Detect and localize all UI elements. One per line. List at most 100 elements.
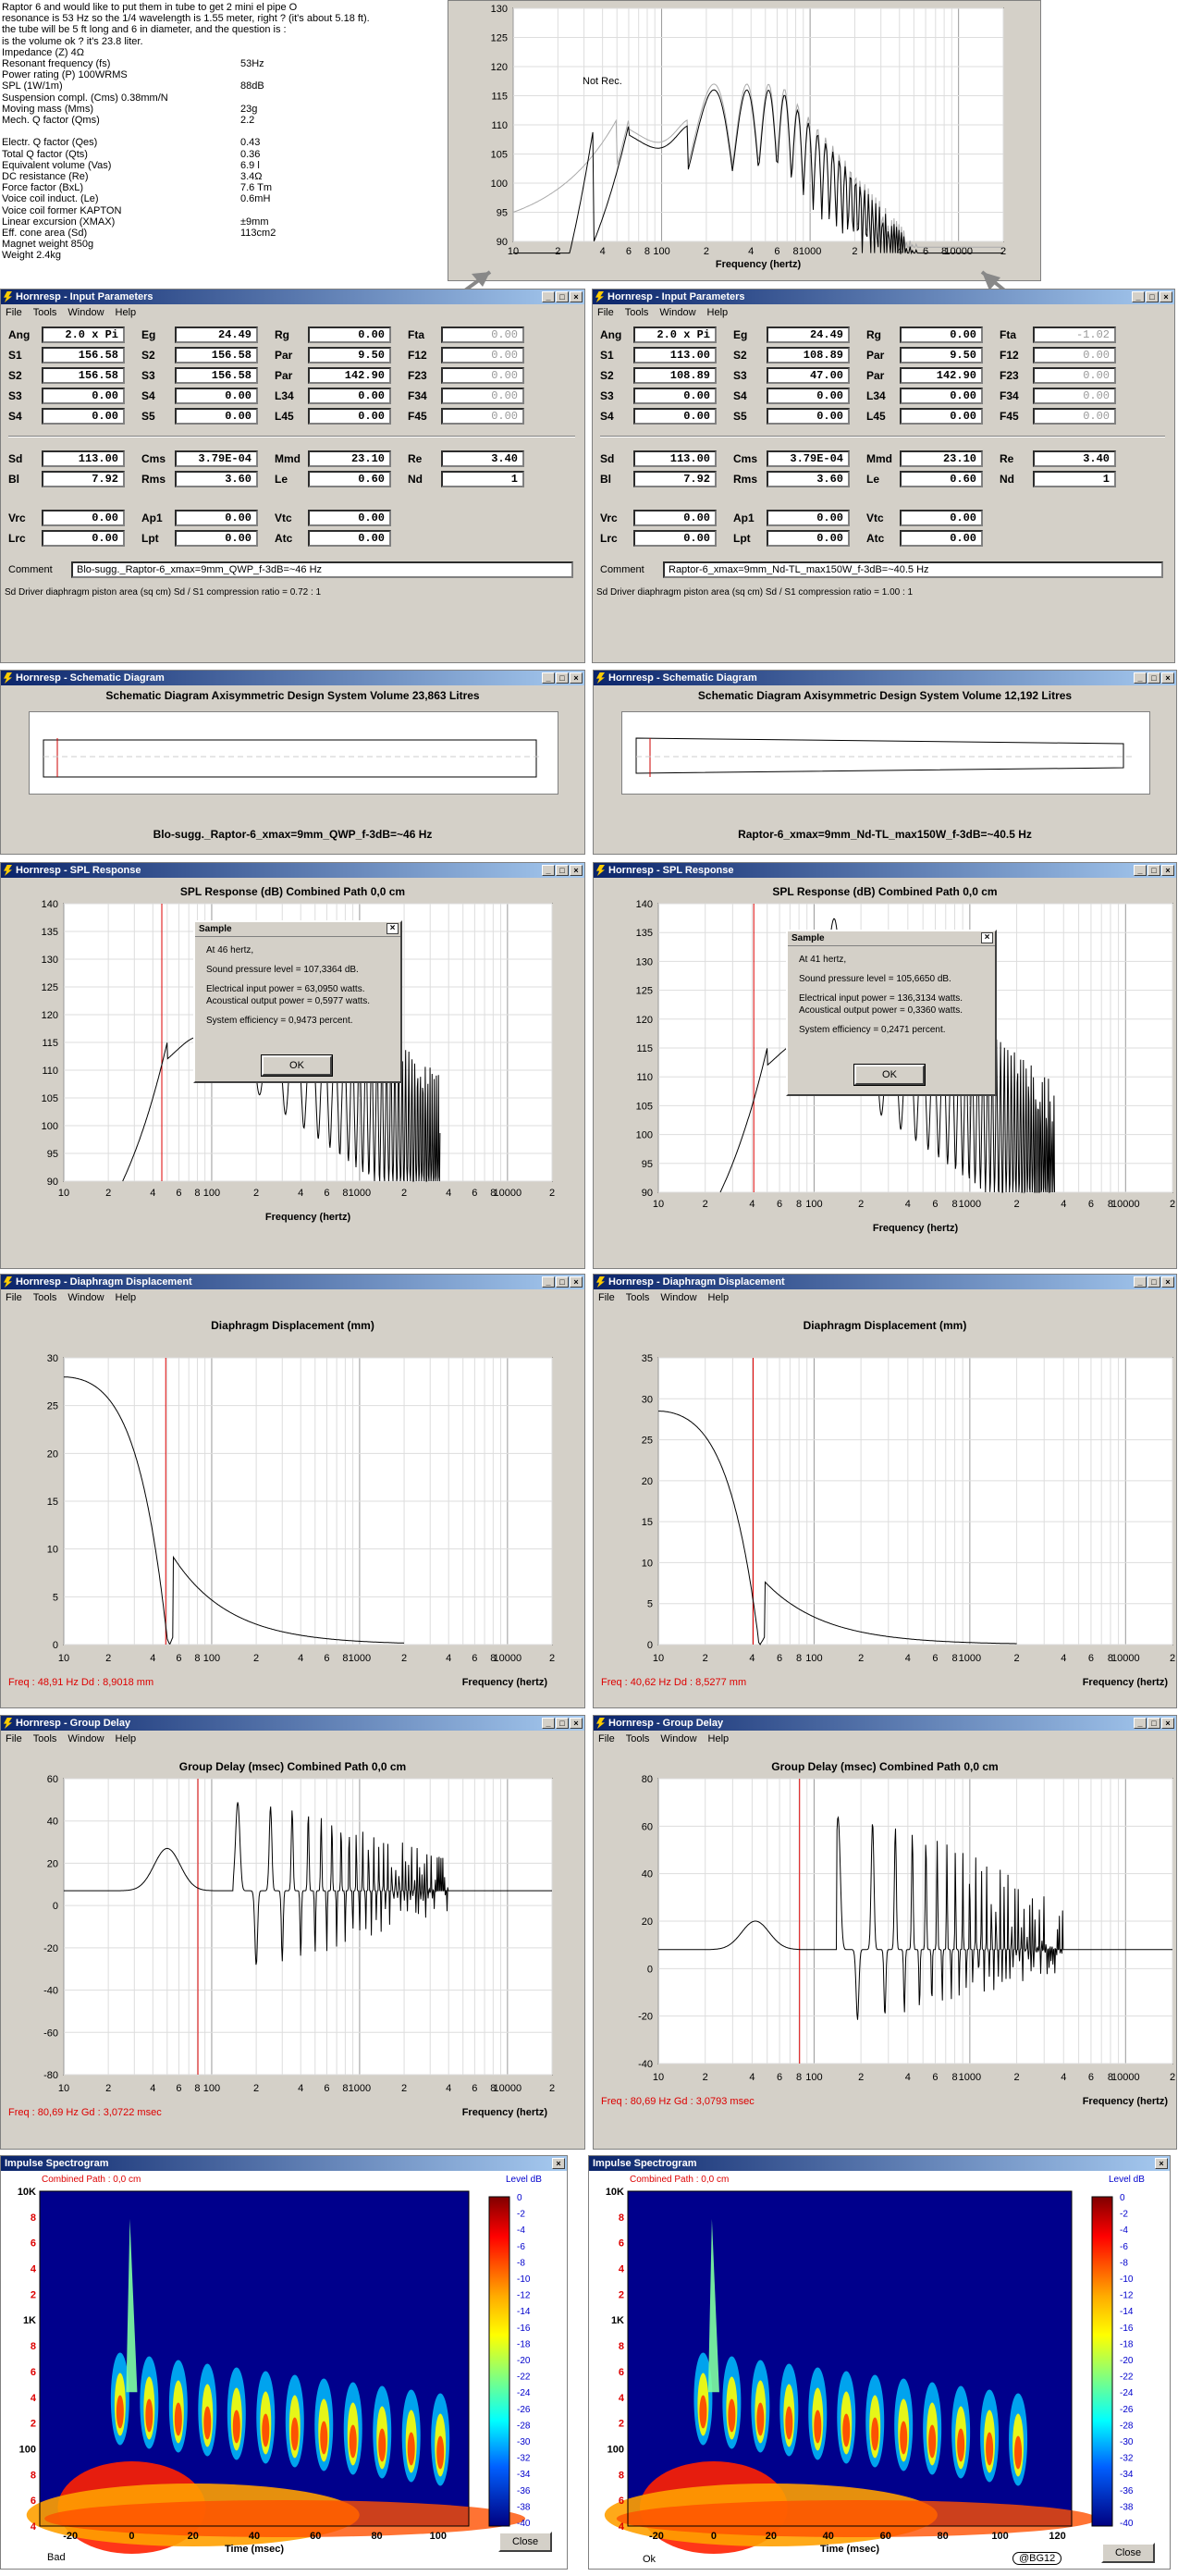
- param-input[interactable]: 0.00: [175, 388, 258, 404]
- menu-item-file[interactable]: File: [6, 307, 22, 318]
- close-icon[interactable]: ×: [570, 1718, 583, 1729]
- window-titlebar[interactable]: Impulse Spectrogram ×: [1, 2156, 567, 2171]
- param-input[interactable]: 3.40: [441, 450, 524, 467]
- param-input[interactable]: 108.89: [767, 347, 850, 364]
- window-titlebar[interactable]: Impulse Spectrogram ×: [589, 2156, 1170, 2171]
- param-input[interactable]: 2.0 x Pi: [42, 327, 125, 343]
- param-input[interactable]: 0.00: [1033, 347, 1116, 364]
- window-titlebar[interactable]: Hornresp - Schematic Diagram _ □ ×: [1, 671, 584, 685]
- minimize-icon[interactable]: _: [542, 865, 555, 876]
- param-input[interactable]: 0.00: [1033, 367, 1116, 384]
- param-input[interactable]: 0.00: [1033, 388, 1116, 404]
- param-input[interactable]: 47.00: [767, 367, 850, 384]
- param-input[interactable]: 24.49: [175, 327, 258, 343]
- param-input[interactable]: 0.00: [308, 388, 391, 404]
- param-input[interactable]: 23.10: [900, 450, 983, 467]
- maximize-icon[interactable]: □: [556, 672, 569, 684]
- menu-item-file[interactable]: File: [597, 307, 614, 318]
- menu-item-file[interactable]: File: [598, 1292, 615, 1303]
- close-icon[interactable]: ×: [570, 865, 583, 876]
- param-input[interactable]: 3.79E-04: [175, 450, 258, 467]
- window-titlebar[interactable]: Hornresp - Diaphragm Displacement _ □ ×: [1, 1275, 584, 1289]
- param-input[interactable]: 0.00: [441, 408, 524, 425]
- menu-item-window[interactable]: Window: [660, 1292, 697, 1303]
- close-button[interactable]: Close: [498, 2532, 552, 2552]
- window-titlebar[interactable]: Hornresp - Schematic Diagram _ □ ×: [594, 671, 1176, 685]
- menu-item-window[interactable]: Window: [660, 1733, 697, 1744]
- menu-item-window[interactable]: Window: [67, 307, 104, 318]
- param-input[interactable]: 9.50: [900, 347, 983, 364]
- maximize-icon[interactable]: □: [1147, 1276, 1160, 1288]
- param-input[interactable]: 0.60: [900, 471, 983, 487]
- param-input[interactable]: 108.89: [633, 367, 717, 384]
- param-input[interactable]: 2.0 x Pi: [633, 327, 717, 343]
- menu-item-tools[interactable]: Tools: [32, 307, 57, 318]
- menu-item-help[interactable]: Help: [115, 307, 137, 318]
- maximize-icon[interactable]: □: [1146, 291, 1159, 302]
- maximize-icon[interactable]: □: [1147, 865, 1160, 876]
- param-input[interactable]: 0.00: [767, 530, 850, 547]
- window-titlebar[interactable]: Hornresp - Group Delay _ □ ×: [1, 1716, 584, 1731]
- param-input[interactable]: 0.00: [767, 388, 850, 404]
- menu-item-tools[interactable]: Tools: [32, 1292, 57, 1303]
- param-input[interactable]: 23.10: [308, 450, 391, 467]
- close-icon[interactable]: ×: [387, 923, 399, 934]
- window-titlebar[interactable]: Hornresp - Diaphragm Displacement _ □ ×: [594, 1275, 1176, 1289]
- close-icon[interactable]: ×: [1160, 291, 1172, 302]
- maximize-icon[interactable]: □: [1147, 672, 1160, 684]
- param-input[interactable]: 0.60: [308, 471, 391, 487]
- param-input[interactable]: 156.58: [175, 347, 258, 364]
- window-titlebar[interactable]: Hornresp - Input Parameters _ □ ×: [593, 290, 1174, 304]
- param-input[interactable]: 0.00: [42, 530, 125, 547]
- close-icon[interactable]: ×: [1155, 2158, 1168, 2169]
- close-icon[interactable]: ×: [570, 672, 583, 684]
- close-icon[interactable]: ×: [1161, 865, 1174, 876]
- param-input[interactable]: 0.00: [308, 510, 391, 526]
- close-icon[interactable]: ×: [981, 932, 993, 943]
- maximize-icon[interactable]: □: [1147, 1718, 1160, 1729]
- param-input[interactable]: 0.00: [441, 367, 524, 384]
- minimize-icon[interactable]: _: [1132, 291, 1145, 302]
- param-input[interactable]: 0.00: [633, 388, 717, 404]
- menu-item-window[interactable]: Window: [67, 1733, 104, 1744]
- param-input[interactable]: 0.00: [308, 530, 391, 547]
- param-input[interactable]: 0.00: [633, 530, 717, 547]
- close-icon[interactable]: ×: [570, 1276, 583, 1288]
- close-icon[interactable]: ×: [1161, 672, 1174, 684]
- param-input[interactable]: 0.00: [308, 327, 391, 343]
- menu-item-tools[interactable]: Tools: [624, 307, 649, 318]
- window-titlebar[interactable]: Hornresp - SPL Response _ □ ×: [594, 863, 1176, 878]
- param-input[interactable]: 0.00: [175, 530, 258, 547]
- minimize-icon[interactable]: _: [1134, 1718, 1147, 1729]
- param-input[interactable]: 0.00: [767, 510, 850, 526]
- param-input[interactable]: 0.00: [633, 408, 717, 425]
- param-input[interactable]: 113.00: [633, 450, 717, 467]
- param-input[interactable]: 0.00: [308, 408, 391, 425]
- menu-item-tools[interactable]: Tools: [625, 1292, 650, 1303]
- maximize-icon[interactable]: □: [556, 1718, 569, 1729]
- minimize-icon[interactable]: _: [542, 672, 555, 684]
- window-titlebar[interactable]: Hornresp - Group Delay _ □ ×: [594, 1716, 1176, 1731]
- maximize-icon[interactable]: □: [556, 1276, 569, 1288]
- menu-item-file[interactable]: File: [6, 1733, 22, 1744]
- close-button[interactable]: Close: [1101, 2543, 1155, 2563]
- param-input[interactable]: 0.00: [900, 327, 983, 343]
- param-input[interactable]: -1.02: [1033, 327, 1116, 343]
- menu-item-file[interactable]: File: [598, 1733, 615, 1744]
- param-input[interactable]: 113.00: [42, 450, 125, 467]
- param-input[interactable]: 0.00: [42, 388, 125, 404]
- comment-input[interactable]: Blo-sugg._Raptor-6_xmax=9mm_QWP_f-3dB=~4…: [71, 561, 573, 578]
- maximize-icon[interactable]: □: [556, 865, 569, 876]
- close-icon[interactable]: ×: [1161, 1276, 1174, 1288]
- menu-item-help[interactable]: Help: [115, 1292, 137, 1303]
- close-icon[interactable]: ×: [570, 291, 583, 302]
- param-input[interactable]: 3.60: [175, 471, 258, 487]
- param-input[interactable]: 156.58: [42, 347, 125, 364]
- param-input[interactable]: 0.00: [441, 327, 524, 343]
- param-input[interactable]: 113.00: [633, 347, 717, 364]
- param-input[interactable]: 0.00: [42, 408, 125, 425]
- minimize-icon[interactable]: _: [542, 1276, 555, 1288]
- param-input[interactable]: 0.00: [900, 510, 983, 526]
- menu-item-tools[interactable]: Tools: [625, 1733, 650, 1744]
- param-input[interactable]: 9.50: [308, 347, 391, 364]
